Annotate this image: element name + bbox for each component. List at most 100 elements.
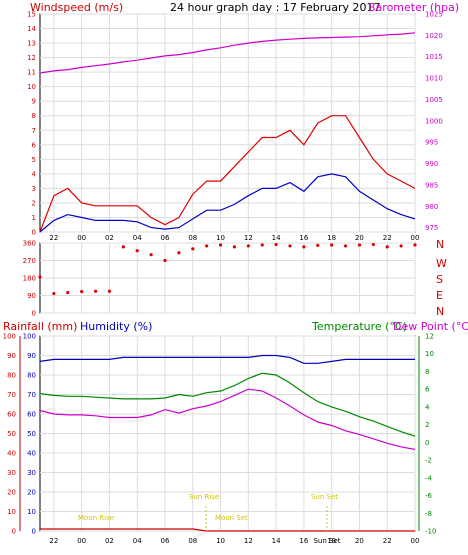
temp-tick-label: 0 [425,439,429,447]
series-line-dew-point [39,388,416,451]
barometer-axis-title: Barometer (hpa) [368,1,459,14]
baro-tick-label: 1010 [425,75,443,83]
x-tick-label: 04 [133,537,142,545]
temp-tick-label: -4 [425,474,433,482]
wind-tick-label: 10 [27,83,36,91]
humidity-tick-label: 80 [27,372,36,380]
x-tick-label: 06 [161,537,170,545]
humidity-tick-label: 40 [27,450,36,458]
temp-tick-label: 12 [425,333,434,341]
direction-point [274,242,278,247]
humidity-tick-label: 90 [27,352,36,360]
series-line-windspeed-gust [39,115,416,233]
x-tick-label: 20 [355,537,364,545]
x-tick-label: 22 [49,234,58,242]
direction-point [260,243,264,247]
compass-w: W [436,257,447,270]
direction-point [246,244,250,248]
dir-tick-label: 270 [23,257,36,265]
wind-tick-label: 9 [32,98,36,106]
dir-tick-label: 180 [23,275,36,283]
temperature-axis-title: Temperature (°C) [311,320,407,333]
x-tick-label: 18 [327,234,336,242]
x-tick-label: 02 [105,234,114,242]
wind-tick-label: 14 [27,25,36,33]
x-tick-label: 14 [272,234,281,242]
graph-title: 24 hour graph day : 17 February 2017 [170,1,381,14]
dir-tick-label: 360 [23,240,36,248]
direction-point [371,242,375,247]
compass-n-top: N [436,238,444,251]
x-tick-label: 22 [383,234,392,242]
series-line-windspeed-avg [39,173,416,233]
rain-tick-label: 60 [7,411,16,419]
temp-tick-label: -2 [425,457,432,465]
rain-tick-label: 100 [3,333,16,341]
x-tick-label: 04 [133,234,142,242]
direction-point [93,289,98,293]
direction-point [218,243,223,247]
x-tick-label: 14 [272,537,281,545]
compass-s: S [436,273,443,286]
direction-point [38,275,42,279]
temp-tick-label: -6 [425,492,433,500]
direction-point [191,247,195,251]
direction-point [149,253,153,257]
temp-tick-label: 2 [425,421,429,429]
direction-point [316,243,320,247]
wind-tick-label: 15 [27,11,36,19]
baro-tick-label: 1005 [425,96,443,104]
direction-point [357,243,362,247]
baro-tick-label: 1025 [425,11,443,19]
dir-tick-label: 0 [32,310,36,318]
series-line-rainfall [40,528,415,532]
temp-tick-label: 8 [425,368,429,376]
x-tick-label: 12 [244,537,253,545]
humidity-tick-label: 50 [27,430,36,438]
direction-point [135,249,139,253]
compass-e: E [436,289,443,302]
direction-point [121,245,125,249]
wind-tick-label: 7 [32,127,36,135]
wind-tick-label: 6 [32,141,37,149]
baro-tick-label: 975 [425,224,438,232]
baro-tick-label: 990 [425,160,438,168]
x-tick-label: 06 [161,234,170,242]
x-tick-label: 00 [411,234,420,242]
wind-tick-label: 1 [32,214,36,222]
temp-tick-label: 6 [425,386,430,394]
rain-tick-label: 90 [7,352,16,360]
direction-point [80,290,84,294]
direction-point [205,244,209,248]
series-line-temperature [39,372,416,437]
grid-lines [40,13,416,532]
humidity-tick-label: 10 [27,508,36,516]
x-tick-label: 08 [188,537,197,545]
x-tick-label: 16 [299,537,308,545]
sunset-axis-label: Sun Set [313,537,340,545]
rain-tick-label: 70 [7,391,16,399]
direction-point [302,245,306,249]
sun-set-label: Sun Set [311,493,338,501]
direction-point [107,289,112,293]
series-line-humidity [39,354,415,364]
direction-point [163,258,167,263]
direction-point [330,243,334,247]
baro-tick-label: 980 [425,203,438,211]
series-line-barometer [39,32,416,74]
temp-tick-label: 10 [425,350,434,358]
x-tick-label: 00 [77,537,86,545]
axis-labels: 0123456789101112131415975980985990995100… [3,11,443,546]
x-tick-label: 10 [216,234,225,242]
temp-tick-label: -8 [425,510,432,518]
wind-tick-label: 2 [32,199,36,207]
direction-point [385,245,389,249]
rain-tick-label: 10 [7,508,16,516]
humidity-tick-label: 0 [32,528,36,536]
wind-tick-label: 12 [27,54,36,62]
wind-tick-label: 4 [32,170,37,178]
baro-tick-label: 1020 [425,32,443,40]
wind-tick-label: 13 [27,40,36,48]
